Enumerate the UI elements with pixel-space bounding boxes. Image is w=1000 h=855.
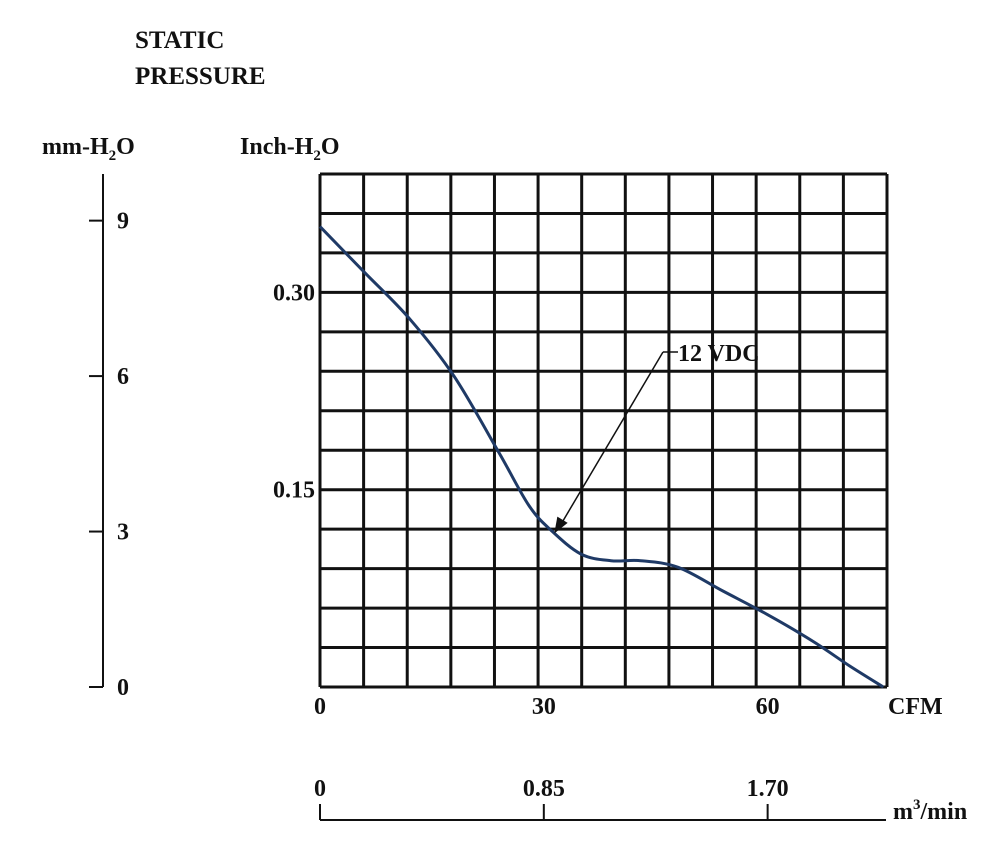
mm-h2o-axis-label: mm-H2O <box>42 134 135 164</box>
axes-layer <box>89 174 886 821</box>
inch-h2o-axis-label: Inch-H2O <box>240 134 340 164</box>
grid-layer <box>318 172 889 689</box>
chart-heading-line-2: PRESSURE <box>135 63 266 90</box>
m3-per-min-axis-label: m3/min <box>893 797 967 825</box>
cfm-axis-label: CFM <box>888 694 943 720</box>
mm-h2o-tick-label: 0 <box>117 675 129 701</box>
x-tick-label: 0 <box>314 694 326 720</box>
x-tick-label: 30 <box>532 694 556 720</box>
y-tick-label: 0.30 <box>273 280 315 306</box>
m3-tick-label: 1.70 <box>747 776 789 802</box>
y-tick-label: 0.15 <box>273 478 315 504</box>
chart-heading-line-1: STATIC <box>135 27 224 54</box>
mm-h2o-tick-label: 9 <box>117 209 129 235</box>
m3-tick-label: 0 <box>314 776 326 802</box>
ticks-layer: 0 30 60 0.15 0.30 0 3 6 9 0 0.85 1.70 <box>117 209 789 802</box>
series-line-12vdc <box>318 225 885 689</box>
m3-tick-label: 0.85 <box>523 776 565 802</box>
annotation-layer: 12 VDC <box>554 341 760 534</box>
annotation-label-12vdc: 12 VDC <box>678 341 760 367</box>
annotation-arrowhead <box>554 516 568 534</box>
series-layer <box>318 225 885 689</box>
mm-h2o-tick-label: 6 <box>117 364 129 390</box>
x-tick-label: 60 <box>756 694 780 720</box>
mm-h2o-tick-label: 3 <box>117 520 129 546</box>
annotation-leader-line <box>559 351 664 526</box>
